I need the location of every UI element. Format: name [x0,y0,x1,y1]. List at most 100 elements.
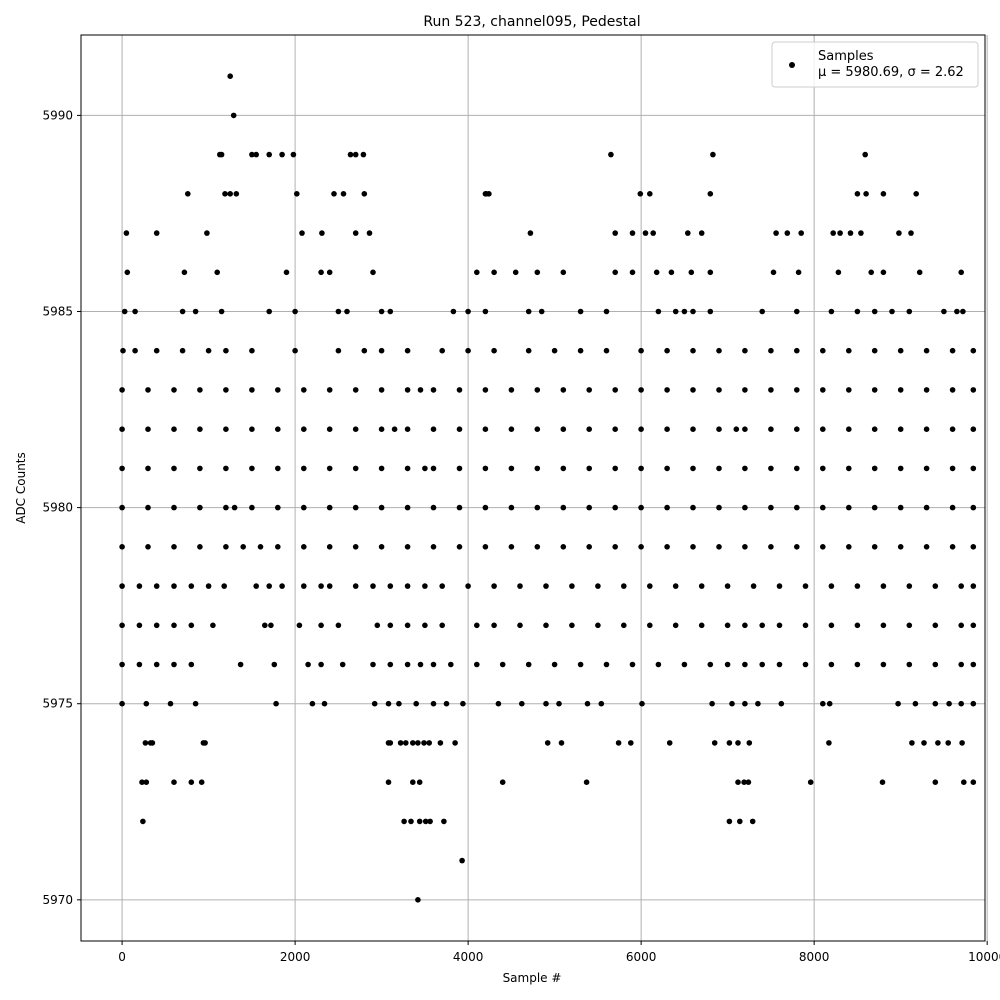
sample-point [119,387,125,393]
sample-point [519,700,525,707]
sample-point [820,347,826,354]
sample-point [690,387,696,393]
sample-point [326,387,333,393]
sample-point [508,465,515,472]
sample-point [946,700,952,707]
sample-point [854,191,861,197]
sample-point [716,426,722,433]
sample-point [482,191,489,197]
sample-point [828,622,835,629]
sample-point [171,465,177,472]
sample-point [427,818,433,825]
x-tick-label: 6000 [626,950,657,964]
sample-point [197,544,203,550]
sample-point [958,583,964,589]
y-tick-label: 5975 [42,697,73,711]
sample-point [923,426,930,433]
sample-point [474,269,480,276]
sample-point [906,308,913,315]
sample-point [266,583,273,589]
sample-point [275,426,281,433]
sample-point [854,583,861,589]
sample-point [249,151,255,158]
sample-point [318,622,324,629]
legend-series-name: Samples [818,49,874,64]
sample-point [422,465,428,472]
sample-point [145,387,151,393]
sample-point [508,426,515,433]
sample-point [612,544,618,550]
sample-point [776,661,783,668]
sample-point [586,387,592,393]
sample-point [664,544,670,550]
sample-point [846,347,852,354]
sample-point [331,191,337,197]
sample-point [949,347,956,354]
sample-point [499,661,506,668]
sample-point [871,465,878,472]
sample-point [655,661,662,668]
sample-point [223,426,229,433]
sample-point [335,308,342,315]
sample-point [352,387,359,393]
sample-point [716,544,722,550]
sample-point [171,426,177,433]
sample-point [615,740,622,746]
sample-point [508,387,515,393]
sample-point [318,661,324,668]
sample-point [871,308,878,315]
sample-point [742,661,748,668]
sample-point [404,504,411,511]
sample-point [802,583,809,589]
sample-point [371,700,378,707]
sample-point [352,544,359,550]
sample-point [858,230,864,236]
sample-point [932,583,939,589]
sample-point [637,191,644,197]
sample-point [119,700,125,707]
sample-point [724,622,731,629]
sample-point [227,73,233,79]
sample-point [385,779,392,785]
sample-point [339,661,346,668]
sample-point [745,779,752,785]
sample-point [768,544,774,550]
sample-point [140,818,146,825]
sample-point [949,387,956,393]
sample-point [707,269,714,276]
sample-point [335,347,342,354]
sample-point [970,426,977,433]
sample-point [124,269,131,276]
sample-point [954,308,960,315]
sample-point [584,700,591,707]
sample-point [266,151,273,158]
sample-point [417,661,424,668]
sample-point [949,504,956,511]
sample-point [586,465,592,472]
sample-point [970,544,977,550]
sample-point [970,622,977,629]
sample-point [612,426,618,433]
sample-point [846,504,852,511]
sample-point [847,230,854,236]
sample-point [123,230,130,236]
sample-point [301,504,307,511]
sample-point [935,740,941,746]
sample-point [525,661,532,668]
sample-point [534,465,541,472]
sample-point [227,191,233,197]
sample-point [961,779,967,785]
sample-point [387,622,394,629]
sample-point [292,308,298,315]
sample-point [119,504,125,511]
sample-point [230,112,237,119]
sample-point [142,740,149,746]
sample-point [854,308,861,315]
sample-point [586,426,592,433]
sample-point [759,308,765,315]
sample-point [560,269,567,276]
sample-point [826,740,832,746]
sample-point [538,308,545,315]
sample-point [404,661,411,668]
